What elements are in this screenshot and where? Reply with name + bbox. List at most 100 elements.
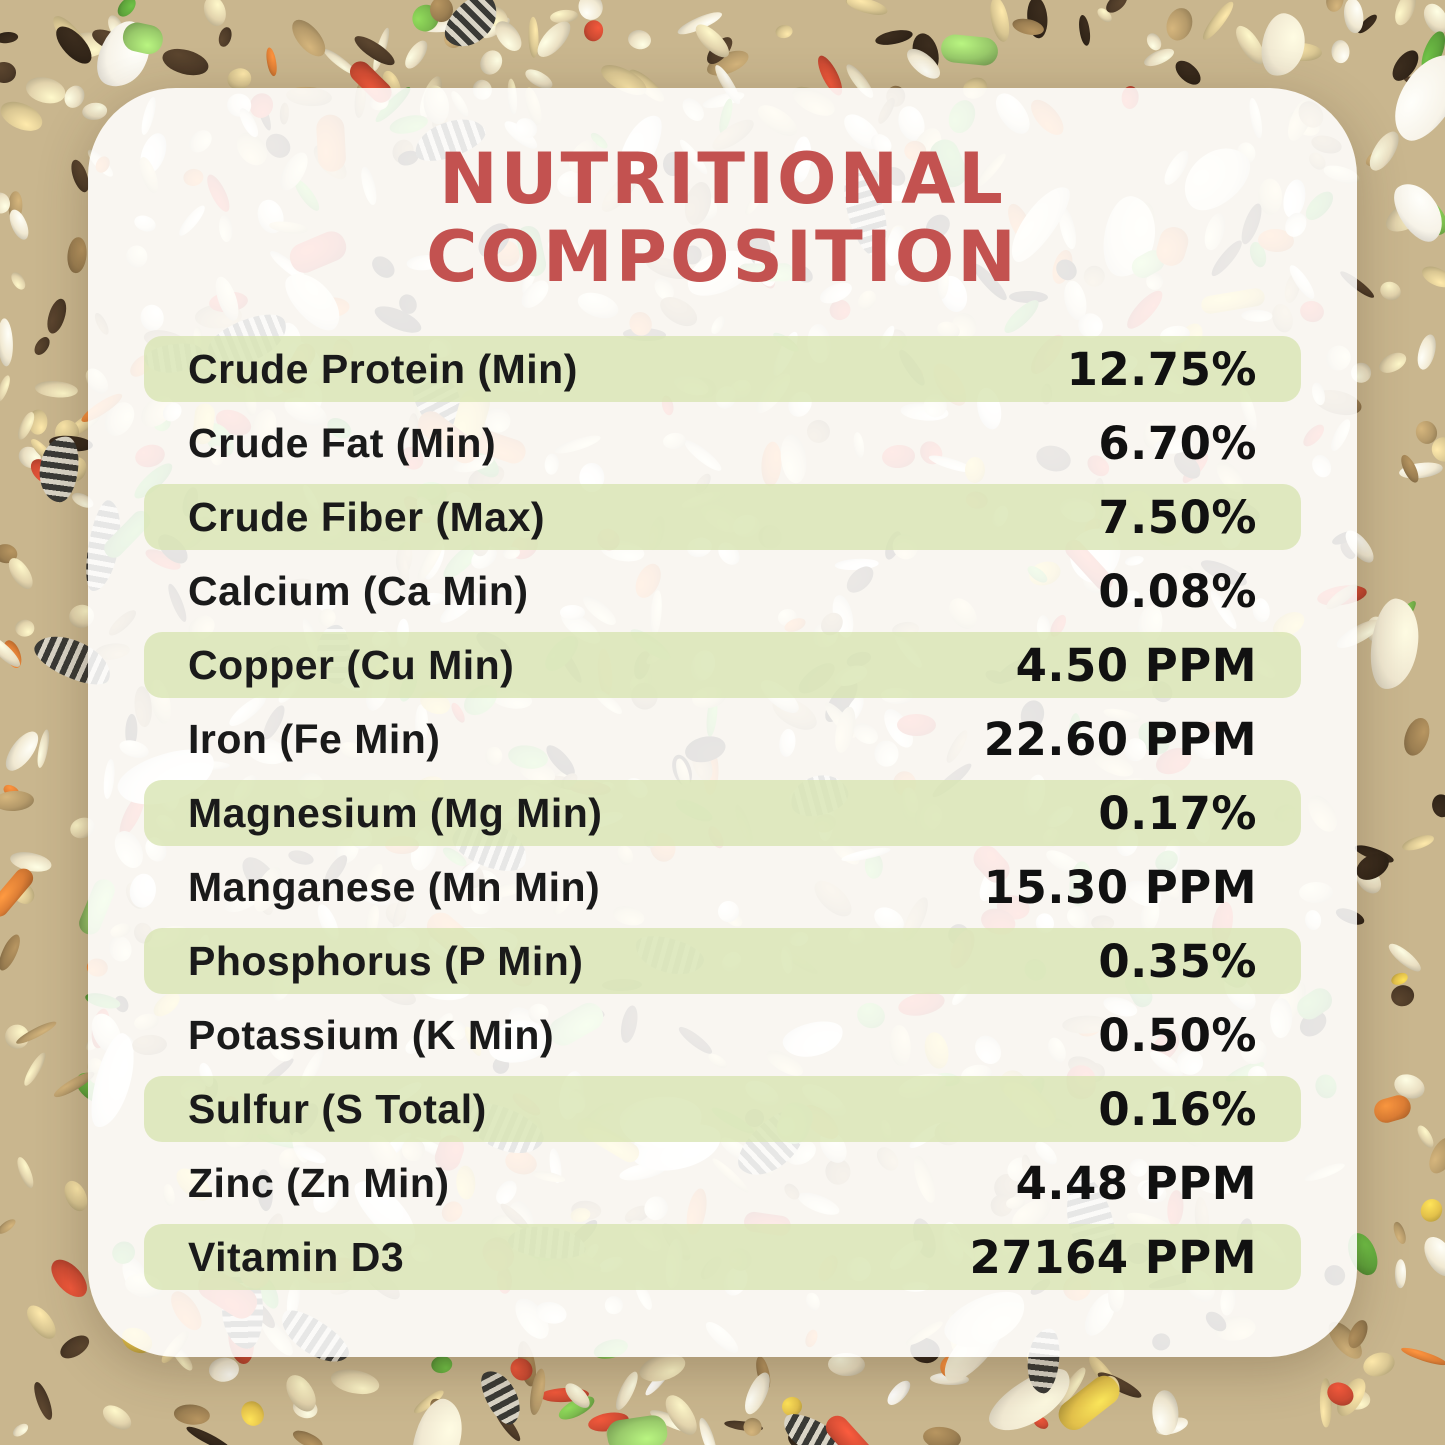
table-row: Zinc (Zn Min) 4.48 PPM (144, 1150, 1301, 1216)
table-row: Copper (Cu Min) 4.50 PPM (144, 632, 1301, 698)
seed-shape (0, 60, 17, 83)
nutrient-label: Potassium (K Min) (188, 1011, 555, 1058)
seed-shape (0, 790, 35, 813)
nutrient-label: Zinc (Zn Min) (188, 1159, 450, 1206)
seed-shape (173, 1403, 211, 1427)
seed-shape (290, 1426, 325, 1445)
table-row: Phosphorus (P Min) 0.35% (144, 928, 1301, 994)
seed-shape (1401, 831, 1437, 853)
seed-shape (160, 44, 212, 80)
seed-shape (612, 1369, 643, 1413)
seed-shape (740, 1414, 766, 1441)
seed-shape (34, 378, 79, 399)
nutrient-label: Manganese (Mn Min) (188, 863, 601, 910)
seed-shape (1324, 0, 1347, 14)
table-row: Crude Fat (Min) 6.70% (144, 410, 1301, 476)
seed-shape (14, 619, 35, 637)
seed-shape (66, 236, 89, 275)
seed-shape (1417, 1231, 1445, 1282)
seed-shape (1429, 791, 1445, 819)
table-row: Manganese (Mn Min) 15.30 PPM (144, 854, 1301, 920)
seed-shape (0, 31, 19, 45)
seed-shape (9, 270, 28, 292)
seed-shape (1414, 1123, 1437, 1151)
nutrient-value: 0.16% (1098, 1082, 1257, 1136)
seed-shape (1375, 348, 1410, 378)
table-row: Sulfur (S Total) 0.16% (144, 1076, 1301, 1142)
title-line-1: NUTRITIONAL (439, 138, 1006, 220)
seed-shape (1162, 5, 1196, 45)
seed-shape (1076, 14, 1092, 47)
seed-shape (1394, 1258, 1407, 1288)
seed-shape (404, 1394, 471, 1445)
seed-shape (0, 318, 15, 368)
seed-shape (1385, 939, 1424, 975)
seed-shape (21, 1049, 50, 1088)
seed-shape (695, 1415, 720, 1445)
nutrient-value: 15.30 PPM (983, 860, 1257, 914)
nutrient-label: Iron (Fe Min) (188, 715, 441, 762)
seed-shape (939, 33, 999, 68)
nutrient-value: 0.17% (1098, 786, 1257, 840)
seed-shape (21, 1300, 61, 1344)
seed-shape (30, 1379, 56, 1422)
seed-shape (1390, 1220, 1408, 1246)
seed-shape (81, 101, 109, 122)
seed-shape (1360, 1349, 1398, 1381)
seed-shape (1364, 126, 1405, 175)
seed-shape (883, 1377, 914, 1409)
seed-shape (430, 1354, 454, 1374)
seed-shape (329, 1365, 382, 1398)
seed-shape (986, 0, 1013, 44)
nutrient-label: Phosphorus (P Min) (188, 937, 584, 984)
nutrient-label: Magnesium (Mg Min) (188, 789, 603, 836)
seed-shape (5, 206, 32, 242)
nutrient-label: Crude Protein (Min) (188, 345, 578, 392)
nutrient-value: 6.70% (1098, 416, 1257, 470)
seed-shape (184, 1422, 234, 1445)
seed-shape (0, 1216, 18, 1237)
seed-shape (237, 1398, 268, 1430)
nutrient-label: Sulfur (S Total) (188, 1085, 487, 1132)
nutrition-table: Crude Protein (Min) 12.75% Crude Fat (Mi… (144, 336, 1301, 1290)
seed-shape (264, 46, 279, 77)
seed-shape (626, 27, 653, 51)
nutrient-value: 0.35% (1098, 934, 1257, 988)
seed-shape (286, 14, 332, 63)
table-row: Iron (Fe Min) 22.60 PPM (144, 706, 1301, 772)
seed-shape (921, 1425, 963, 1445)
nutrient-label: Vitamin D3 (188, 1233, 405, 1280)
table-row: Magnesium (Mg Min) 0.17% (144, 780, 1301, 846)
seed-shape (44, 1253, 94, 1304)
seed-shape (1330, 40, 1350, 65)
seed-shape (56, 1331, 94, 1364)
seed-shape (114, 0, 140, 20)
nutrient-value: 4.50 PPM (1015, 638, 1257, 692)
table-row: Crude Fiber (Max) 7.50% (144, 484, 1301, 550)
nutrient-value: 0.50% (1098, 1008, 1257, 1062)
seed-shape (10, 1420, 31, 1439)
nutrient-value: 12.75% (1066, 342, 1257, 396)
seed-shape (3, 554, 38, 594)
seed-shape (216, 25, 234, 49)
seed-shape (1364, 595, 1424, 693)
seed-shape (0, 95, 47, 137)
seed-shape (1416, 1195, 1445, 1226)
seed-shape (1399, 714, 1435, 759)
title-line-2: COMPOSITION (426, 216, 1019, 298)
seed-shape (201, 0, 230, 29)
nutrient-value: 4.48 PPM (1015, 1156, 1257, 1210)
seed-shape (1414, 332, 1440, 372)
table-row: Calcium (Ca Min) 0.08% (144, 558, 1301, 624)
seed-shape (1399, 1344, 1445, 1369)
nutrient-label: Calcium (Ca Min) (188, 567, 529, 614)
seed-shape (740, 1368, 776, 1418)
nutrition-card: NUTRITIONAL COMPOSITION Crude Protein (M… (88, 88, 1357, 1357)
seed-shape (582, 19, 606, 43)
seed-shape (844, 0, 889, 20)
page-title: NUTRITIONAL COMPOSITION (144, 140, 1301, 296)
seed-shape (400, 36, 431, 72)
seed-shape (23, 73, 68, 107)
seed-shape (14, 1154, 37, 1190)
